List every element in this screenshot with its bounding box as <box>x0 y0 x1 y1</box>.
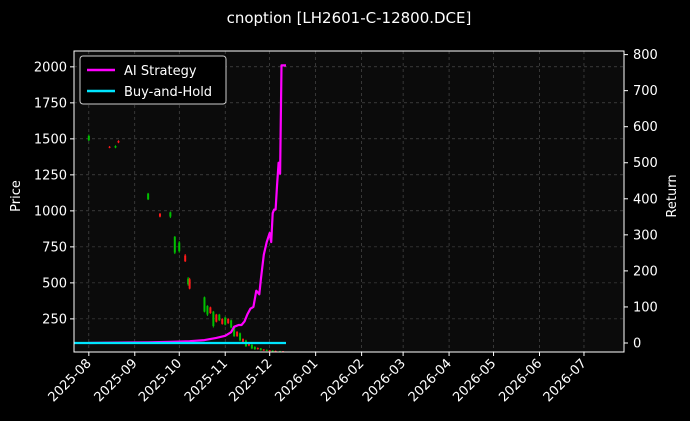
y-axis-right-label: Return <box>665 174 680 217</box>
chart-title: cnoption [LH2601-C-12800.DCE] <box>227 9 472 27</box>
candle-body <box>117 141 120 143</box>
x-tick-label: 2026-02 <box>318 356 367 405</box>
candle-body <box>158 213 161 217</box>
candle-body <box>218 314 221 321</box>
candle-body <box>236 331 239 337</box>
y-left-tick-label: 1500 <box>34 132 67 147</box>
candle-body <box>271 350 274 352</box>
candle-body <box>265 349 268 351</box>
y-right-tick-label: 100 <box>633 300 658 315</box>
y-right-tick-label: 500 <box>633 156 658 171</box>
x-tick-label: 2025-11 <box>182 356 231 405</box>
candle-body <box>178 242 181 252</box>
y-left-tick-label: 1250 <box>34 168 67 183</box>
x-tick-label: 2026-07 <box>541 356 590 405</box>
y-right-tick-label: 800 <box>633 48 658 63</box>
y-left-tick-label: 1000 <box>34 204 67 219</box>
candle-body <box>224 317 227 325</box>
candle-body <box>256 347 259 350</box>
x-tick-label: 2026-03 <box>360 356 409 405</box>
y-right-tick-label: 600 <box>633 120 658 135</box>
candle-body <box>215 314 218 322</box>
candle-body <box>212 311 215 327</box>
candle-body <box>114 146 117 148</box>
legend-label-buy-and-hold: Buy-and-Hold <box>124 85 212 100</box>
candle-body <box>227 318 230 324</box>
x-tick-label: 2025-09 <box>92 356 141 405</box>
candle-body <box>203 297 206 312</box>
candle-body <box>187 278 190 285</box>
candle-body <box>209 307 212 314</box>
x-tick-label: 2026-05 <box>450 356 499 405</box>
candle-body <box>268 350 271 352</box>
candle-body <box>262 349 265 351</box>
x-tick-label: 2025-08 <box>46 356 95 405</box>
y-left-tick-label: 2000 <box>34 60 67 75</box>
candle-body <box>169 212 172 217</box>
y-left-tick-label: 250 <box>42 312 67 327</box>
legend-label-ai-strategy: AI Strategy <box>124 64 197 79</box>
y-right-tick-label: 400 <box>633 192 658 207</box>
y-left-tick-label: 500 <box>42 276 67 291</box>
candle-body <box>147 193 150 200</box>
candle-body <box>206 305 209 315</box>
x-tick-label: 2026-01 <box>272 356 321 405</box>
x-tick-label: 2025-10 <box>136 356 185 405</box>
candle-body <box>253 346 256 350</box>
y-left-tick-label: 1750 <box>34 96 67 111</box>
x-tick-label: 2026-04 <box>406 356 455 405</box>
candle-body <box>274 350 277 352</box>
candle-body <box>87 135 90 141</box>
candle-body <box>233 326 236 337</box>
candle-body <box>242 339 245 342</box>
candle-body <box>230 320 233 328</box>
y-right-tick-label: 200 <box>633 264 658 279</box>
x-tick-label: 2026-06 <box>496 356 545 405</box>
candle-body <box>173 236 176 253</box>
legend-frame <box>79 55 227 105</box>
candle-body <box>188 279 191 289</box>
candle-body <box>259 348 262 351</box>
y-right-tick-label: 300 <box>633 228 658 243</box>
candle-body <box>247 343 250 346</box>
y-axis-left-label: Price <box>9 180 24 212</box>
candle-body <box>108 146 111 148</box>
y-right-tick-label: 0 <box>633 336 641 351</box>
y-left-tick-label: 750 <box>42 240 67 255</box>
series-line-ai-strategy <box>88 64 286 345</box>
candle-body <box>221 318 224 324</box>
x-tick-label: 2025-12 <box>226 356 275 405</box>
candle-body <box>239 333 242 341</box>
y-right-tick-label: 700 <box>633 84 658 99</box>
candle-body <box>184 255 187 262</box>
legend: AI Strategy Buy-and-Hold <box>79 55 227 105</box>
axes-frame <box>73 50 625 353</box>
candle-body <box>250 344 253 349</box>
